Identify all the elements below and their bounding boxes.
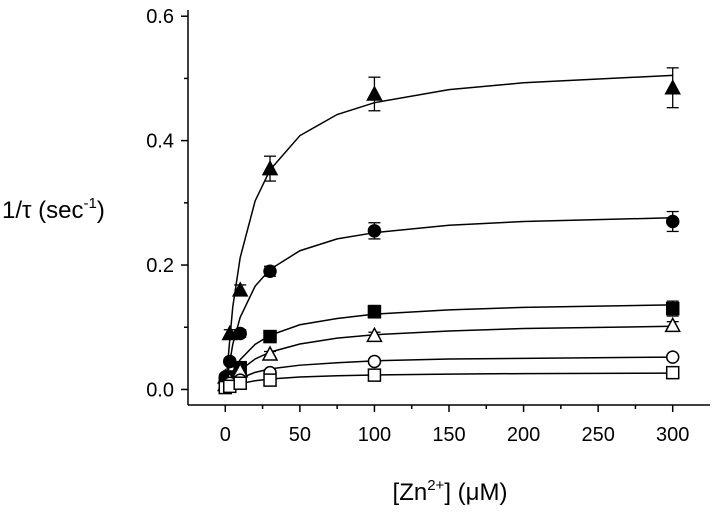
x-label-text: [Zn	[393, 479, 428, 506]
point	[233, 376, 247, 390]
point	[665, 365, 680, 380]
point	[665, 214, 680, 229]
point	[665, 350, 680, 364]
x-tick-label: 200	[507, 424, 540, 446]
x-axis-label: [Zn2+] (μM)	[393, 477, 508, 506]
point	[367, 354, 382, 369]
fit-curve	[224, 217, 673, 390]
point	[231, 281, 249, 297]
x-tick-label: 50	[289, 424, 311, 446]
fit-curve	[224, 372, 673, 391]
y-tick-label: 0.4	[146, 131, 174, 153]
x-tick-label: 100	[358, 424, 391, 446]
point	[263, 329, 277, 344]
point	[366, 326, 383, 343]
y-tick-label: 0.0	[146, 379, 174, 401]
point	[261, 345, 279, 361]
y-label-sup: -1	[84, 195, 97, 212]
x-tick-label: 300	[656, 424, 689, 446]
x-tick-label: 150	[432, 424, 465, 446]
x-tick-label: 0	[220, 424, 231, 446]
point	[664, 316, 681, 333]
y-label-after: )	[97, 197, 105, 224]
point	[263, 373, 277, 387]
point	[221, 324, 239, 341]
y-label-text: 1/τ (sec	[2, 197, 84, 224]
point	[664, 79, 681, 95]
point	[367, 304, 382, 319]
point	[366, 85, 383, 101]
point	[263, 264, 277, 279]
y-tick-label: 0.6	[146, 6, 174, 28]
fit-curve	[224, 74, 673, 390]
x-label-sup: 2+	[427, 477, 444, 494]
y-axis-label: 1/τ (sec-1)	[2, 195, 105, 224]
point	[367, 224, 382, 238]
y-tick-label: 0.2	[146, 255, 174, 277]
point	[233, 326, 247, 341]
x-label-after: ] (μM)	[444, 479, 507, 506]
point	[367, 368, 382, 382]
point	[261, 160, 279, 176]
x-tick-label: 250	[581, 424, 614, 446]
point	[665, 301, 680, 316]
